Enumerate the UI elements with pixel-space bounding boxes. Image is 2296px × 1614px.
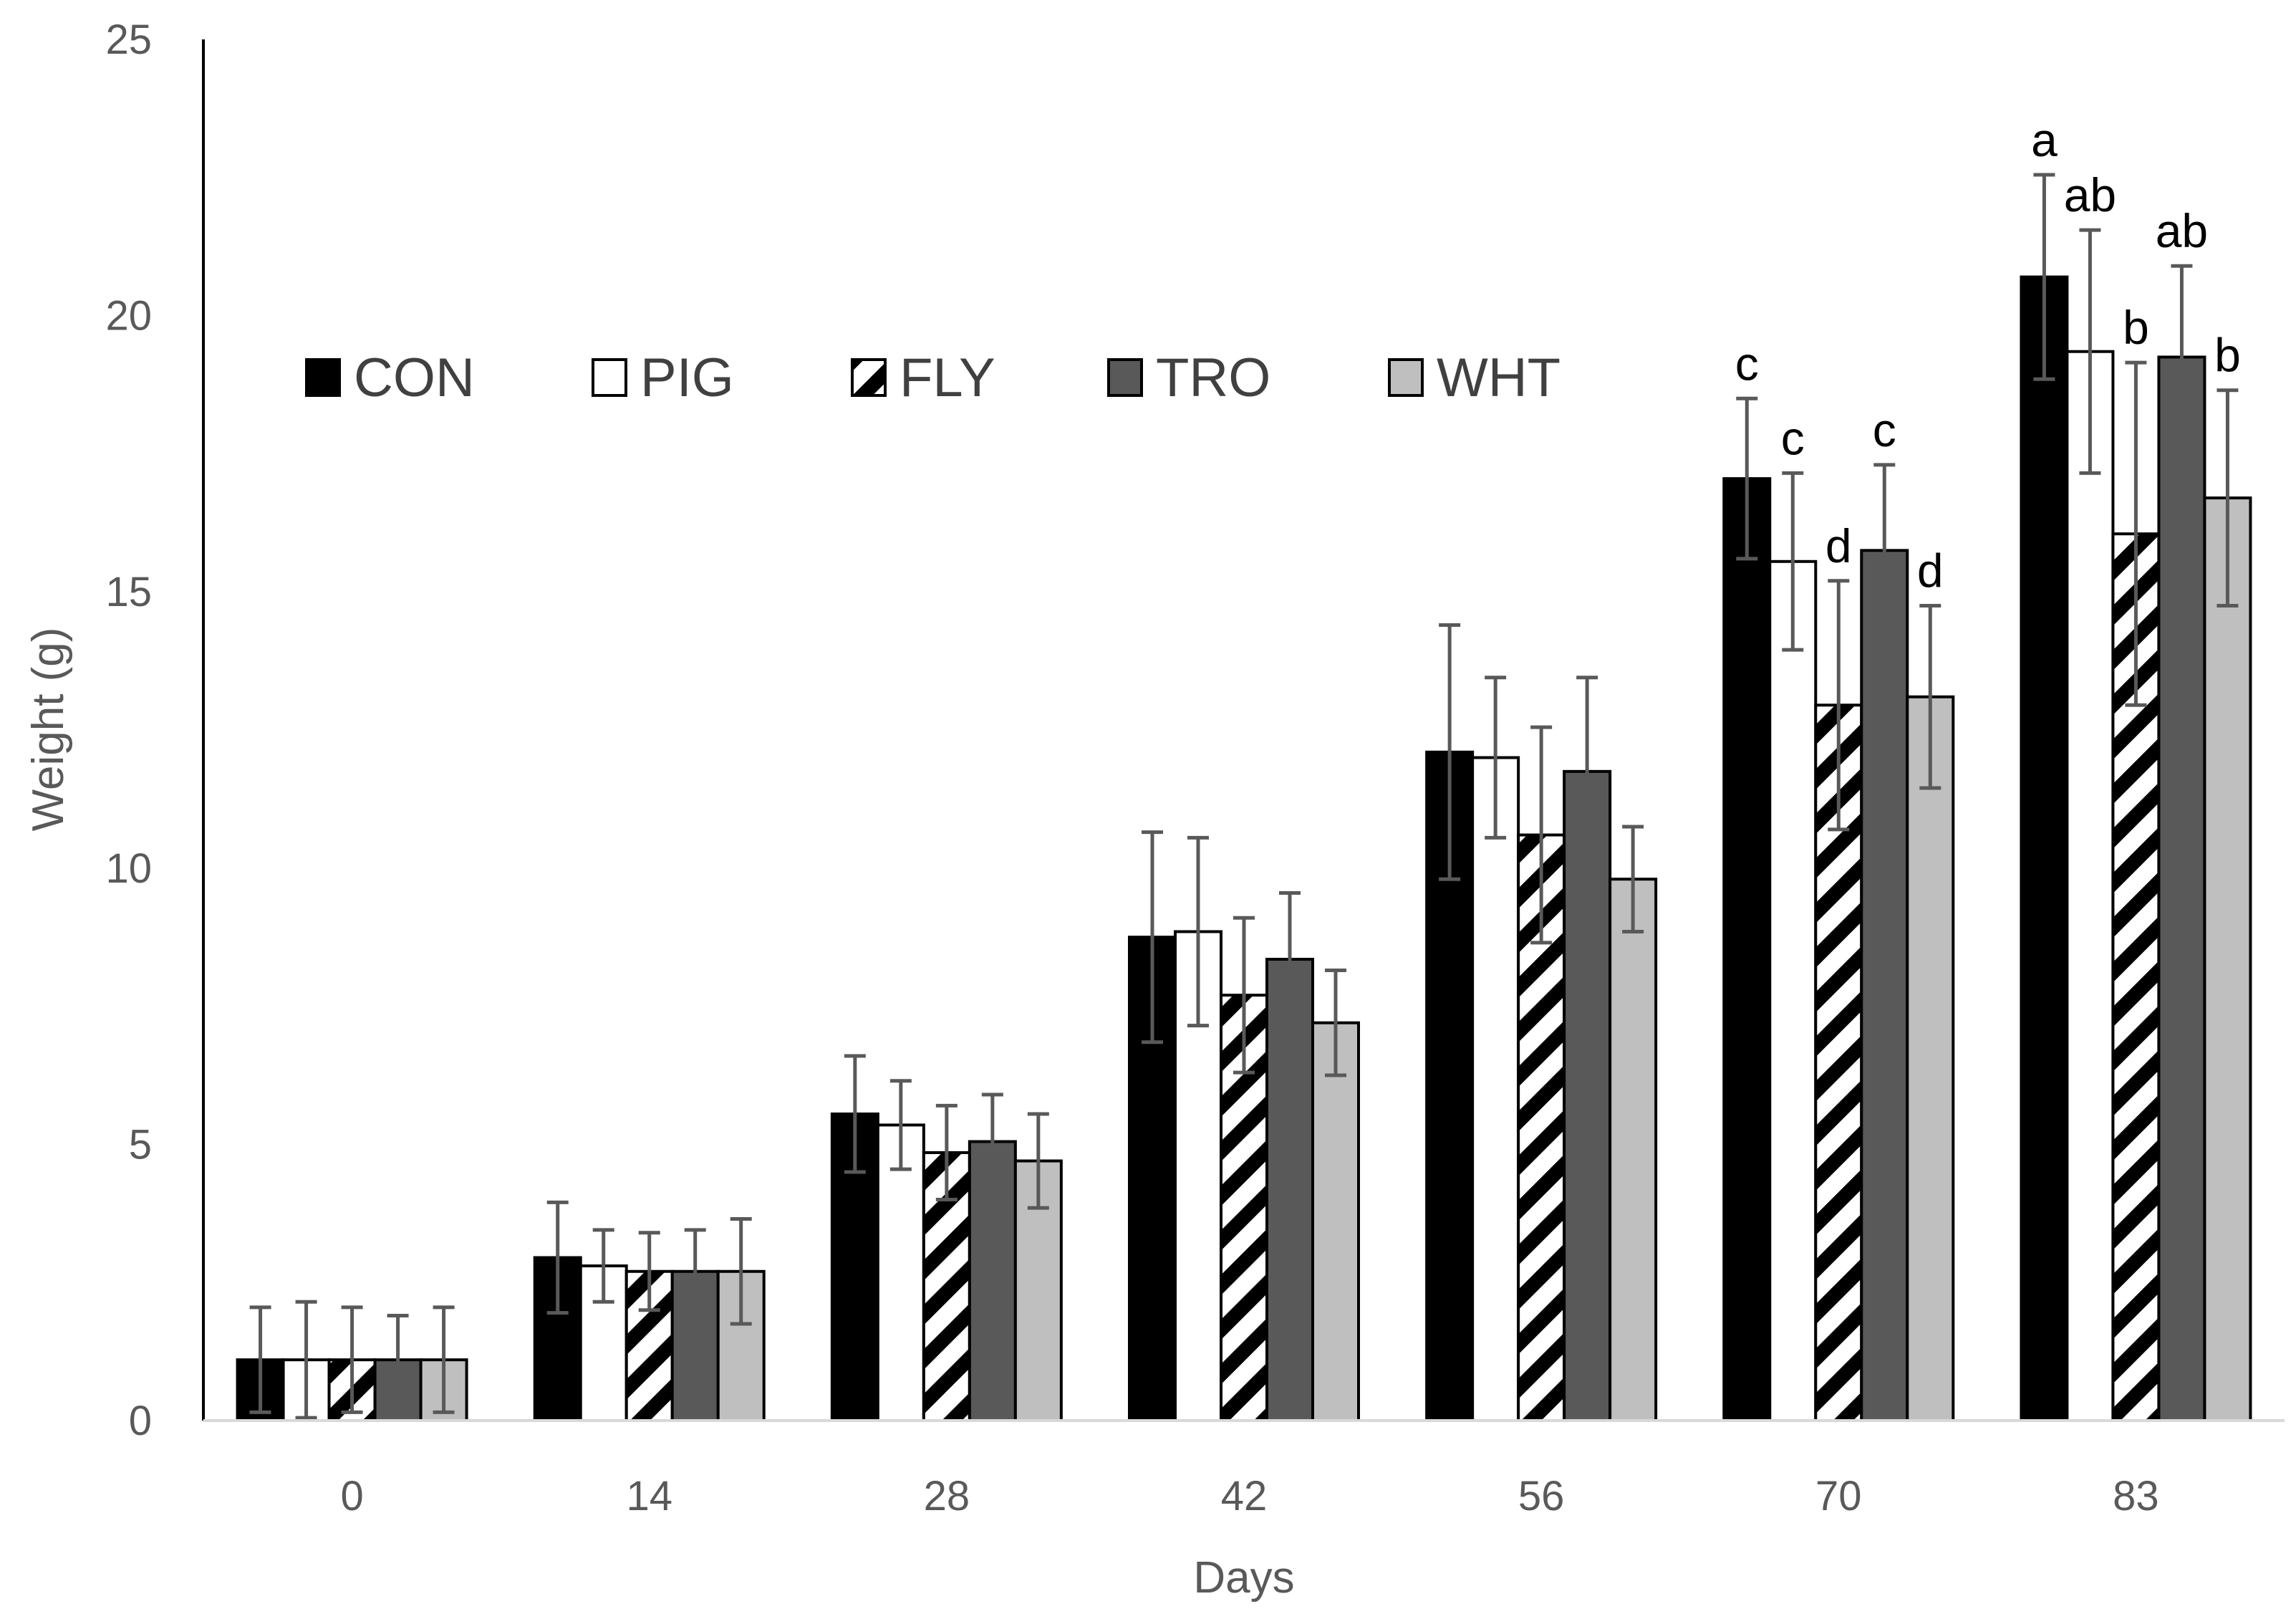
x-tick-label: 14 [626, 1473, 672, 1519]
error-bar [1027, 1112, 1049, 1210]
error-bar [341, 1305, 363, 1414]
error-bar [1873, 463, 1896, 638]
y-tick-label: 20 [105, 293, 152, 340]
error-bar [1919, 603, 1942, 790]
error-bar [249, 1305, 271, 1414]
error-bar [1142, 830, 1163, 1044]
x-tick-label: 0 [340, 1473, 363, 1519]
bar-pig-day-28 [876, 1123, 925, 1422]
bar-series-group [236, 275, 2252, 1423]
significance-label: b [2214, 329, 2241, 382]
error-bar [1485, 676, 1507, 840]
error-bar [295, 1300, 317, 1420]
bar-wht-day-70 [1906, 695, 1955, 1422]
error-bar [2125, 360, 2147, 707]
legend-swatch-wht [1388, 358, 1424, 397]
error-bar [1439, 623, 1461, 881]
error-bar [935, 1103, 958, 1202]
x-tick-label: 42 [1221, 1473, 1268, 1519]
error-bar [1736, 396, 1758, 561]
error-bar-group [249, 173, 2239, 1420]
y-tick-label: 10 [105, 845, 152, 892]
significance-label: c [1781, 411, 1805, 464]
bar-wht-day-83 [2203, 496, 2252, 1423]
error-bar [2033, 173, 2055, 381]
legend-label-wht: WHT [1437, 347, 1561, 408]
significance-label: c [1873, 403, 1896, 456]
x-tick-label: 70 [1815, 1473, 1862, 1519]
significance-label: ab [2156, 204, 2208, 257]
x-tick-label: 83 [2113, 1473, 2159, 1519]
significance-label: a [2031, 113, 2058, 166]
legend-label-con: CON [354, 347, 475, 408]
error-bar [1622, 825, 1644, 933]
bar-pig-day-56 [1471, 756, 1520, 1423]
significance-label: d [1917, 544, 1944, 597]
y-tick-label: 0 [129, 1398, 152, 1444]
error-bar [730, 1217, 752, 1326]
bar-con-day-70 [1722, 477, 1772, 1422]
error-bar [1187, 835, 1209, 1028]
legend-label-pig: PIG [640, 347, 734, 408]
bar-tro-day-83 [2157, 355, 2206, 1423]
bar-wht-day-42 [1311, 1021, 1360, 1422]
x-tick-label: 56 [1518, 1473, 1565, 1519]
y-tick-label: 25 [105, 16, 152, 63]
significance-label-group: c a c ab d b c ab d b [1735, 113, 2241, 597]
error-bar [684, 1228, 706, 1315]
error-bar [1828, 579, 1850, 832]
error-bar [2079, 228, 2101, 475]
error-bar [981, 1092, 1003, 1191]
error-bar [2171, 264, 2193, 451]
error-bar [844, 1054, 866, 1174]
significance-label: c [1735, 337, 1759, 390]
error-bar [387, 1313, 409, 1406]
legend-swatch-con [305, 358, 341, 397]
significance-label: ab [2064, 168, 2116, 221]
legend-swatch-fly [851, 358, 887, 397]
bar-tro-day-56 [1563, 769, 1612, 1422]
error-bar [433, 1305, 455, 1414]
bar-pig-day-70 [1768, 559, 1818, 1422]
legend-label-fly: FLY [899, 347, 995, 408]
error-bar [546, 1200, 569, 1315]
y-tick-label: 15 [105, 569, 152, 615]
bar-tro-day-42 [1265, 958, 1314, 1422]
bar-wht-day-56 [1608, 878, 1658, 1422]
error-bar [1530, 725, 1553, 945]
x-axis-title: Days [1193, 1553, 1294, 1603]
error-bar [1782, 471, 1804, 652]
legend-swatch-pig [592, 358, 627, 397]
error-bar [1325, 968, 1346, 1077]
bar-pig-day-83 [2065, 350, 2115, 1422]
legend-swatch-tro [1107, 358, 1143, 397]
significance-label: d [1825, 519, 1852, 572]
error-bar [1576, 676, 1598, 868]
y-tick-label: 5 [129, 1121, 152, 1168]
error-bar [1279, 891, 1301, 1028]
bar-con-day-83 [2020, 275, 2069, 1423]
x-axis-tick-labels: 0 14 28 42 56 70 83 [340, 1473, 2158, 1519]
legend-label-tro: TRO [1156, 347, 1270, 408]
legend: CON PIG FLY TRO WHT [305, 347, 1561, 408]
error-bar [638, 1231, 660, 1312]
error-bar [2217, 388, 2239, 607]
error-bar [592, 1228, 614, 1304]
error-bar [889, 1079, 912, 1171]
y-axis-title: Weight (g) [24, 628, 73, 832]
x-tick-label: 28 [924, 1473, 970, 1519]
error-bar [1233, 916, 1255, 1075]
significance-label: b [2123, 301, 2149, 354]
bar-tro-day-70 [1860, 549, 1909, 1422]
y-axis-tick-labels: 0 5 10 15 20 25 [105, 16, 152, 1444]
